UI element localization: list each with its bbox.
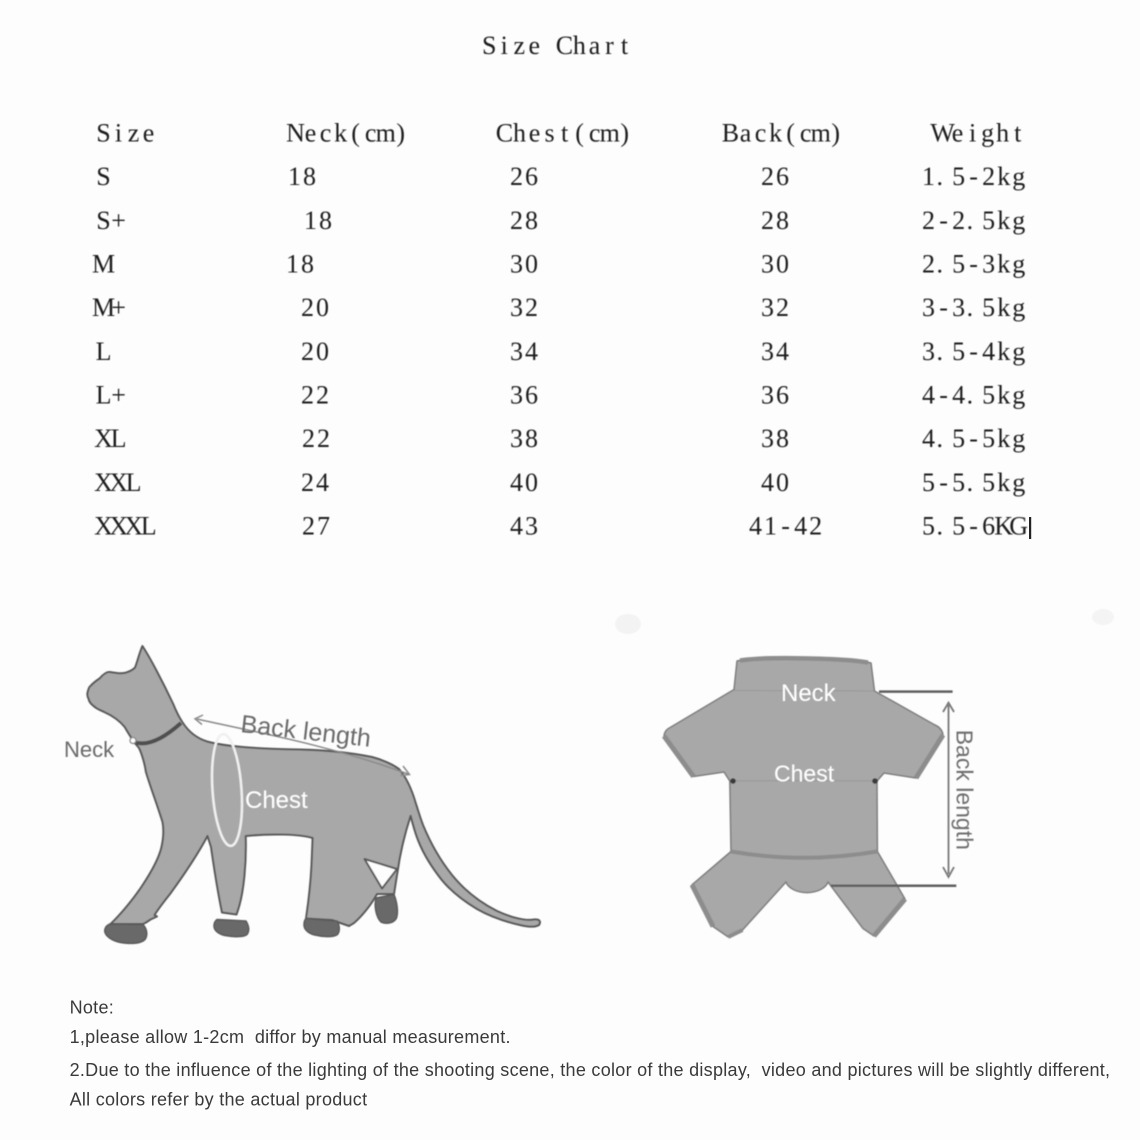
svg-text:40: 40	[510, 468, 538, 497]
svg-text:L+: L+	[96, 381, 126, 410]
svg-text:Back length: Back length	[239, 710, 372, 753]
svg-text:Note:: Note:	[70, 997, 114, 1017]
svg-text:XXXL: XXXL	[94, 512, 156, 541]
svg-text:26: 26	[510, 162, 538, 191]
svg-text:30: 30	[510, 250, 538, 279]
svg-text:S: S	[96, 162, 110, 191]
svg-text:41-42: 41-42	[749, 512, 822, 541]
svg-text:M: M	[92, 250, 115, 279]
svg-text:18: 18	[288, 162, 316, 191]
svg-text:Back length: Back length	[952, 730, 978, 850]
svg-text:2-2.5kg: 2-2.5kg	[922, 206, 1025, 235]
svg-text:S+: S+	[96, 206, 126, 235]
svg-text:3.5-4kg: 3.5-4kg	[922, 337, 1025, 366]
svg-text:2.Due to the influence of the: 2.Due to the influence of the lighting o…	[70, 1060, 1111, 1080]
svg-text:40: 40	[761, 468, 789, 497]
svg-text:Chest: Chest	[774, 761, 835, 787]
svg-text:5-5.5kg: 5-5.5kg	[922, 468, 1025, 497]
svg-text:XL: XL	[94, 424, 126, 453]
svg-text:30: 30	[761, 250, 789, 279]
svg-text:4-4.5kg: 4-4.5kg	[922, 381, 1025, 410]
svg-text:Weight: Weight	[930, 119, 1022, 148]
svg-text:Neck: Neck	[64, 737, 115, 762]
svg-text:26: 26	[761, 162, 789, 191]
svg-text:22: 22	[301, 381, 329, 410]
svg-text:36: 36	[761, 381, 789, 410]
svg-text:32: 32	[761, 293, 789, 322]
svg-text:Size Chart: Size Chart	[482, 31, 629, 60]
svg-text:Size: Size	[96, 119, 154, 148]
svg-text:22: 22	[302, 424, 330, 453]
svg-text:All colors refer by the actual: All colors refer by the actual product	[70, 1090, 368, 1110]
svg-text:34: 34	[510, 337, 538, 366]
svg-text:Neck(cm): Neck(cm)	[286, 119, 405, 148]
svg-text:27: 27	[302, 512, 330, 541]
svg-text:L: L	[96, 337, 112, 366]
svg-text:24: 24	[301, 468, 329, 497]
svg-text:1,please allow 1-2cm diffor b: 1,please allow 1-2cm diffor by manual me…	[70, 1027, 511, 1047]
svg-text:20: 20	[301, 293, 329, 322]
svg-text:2.5-3kg: 2.5-3kg	[922, 250, 1025, 279]
svg-text:43: 43	[510, 512, 538, 541]
svg-text:1.5-2kg: 1.5-2kg	[922, 162, 1025, 191]
svg-text:38: 38	[761, 424, 789, 453]
svg-text:36: 36	[510, 381, 538, 410]
svg-text:38: 38	[510, 424, 538, 453]
svg-text:32: 32	[510, 293, 538, 322]
svg-text:Neck: Neck	[781, 680, 837, 707]
svg-text:28: 28	[510, 206, 538, 235]
svg-text:5.5-6KG: 5.5-6KG	[922, 512, 1028, 541]
svg-text:4.5-5kg: 4.5-5kg	[922, 424, 1025, 453]
svg-text:18: 18	[286, 250, 314, 279]
svg-text:Chest: Chest	[245, 787, 308, 814]
svg-text:Back(cm): Back(cm)	[722, 119, 840, 148]
svg-text:18: 18	[304, 206, 332, 235]
svg-text:Chest(cm): Chest(cm)	[496, 119, 629, 148]
svg-text:XXL: XXL	[94, 468, 141, 497]
svg-text:3-3.5kg: 3-3.5kg	[922, 293, 1025, 322]
svg-text:20: 20	[301, 337, 329, 366]
svg-text:34: 34	[761, 337, 789, 366]
svg-text:28: 28	[761, 206, 789, 235]
svg-text:M+: M+	[92, 293, 126, 322]
